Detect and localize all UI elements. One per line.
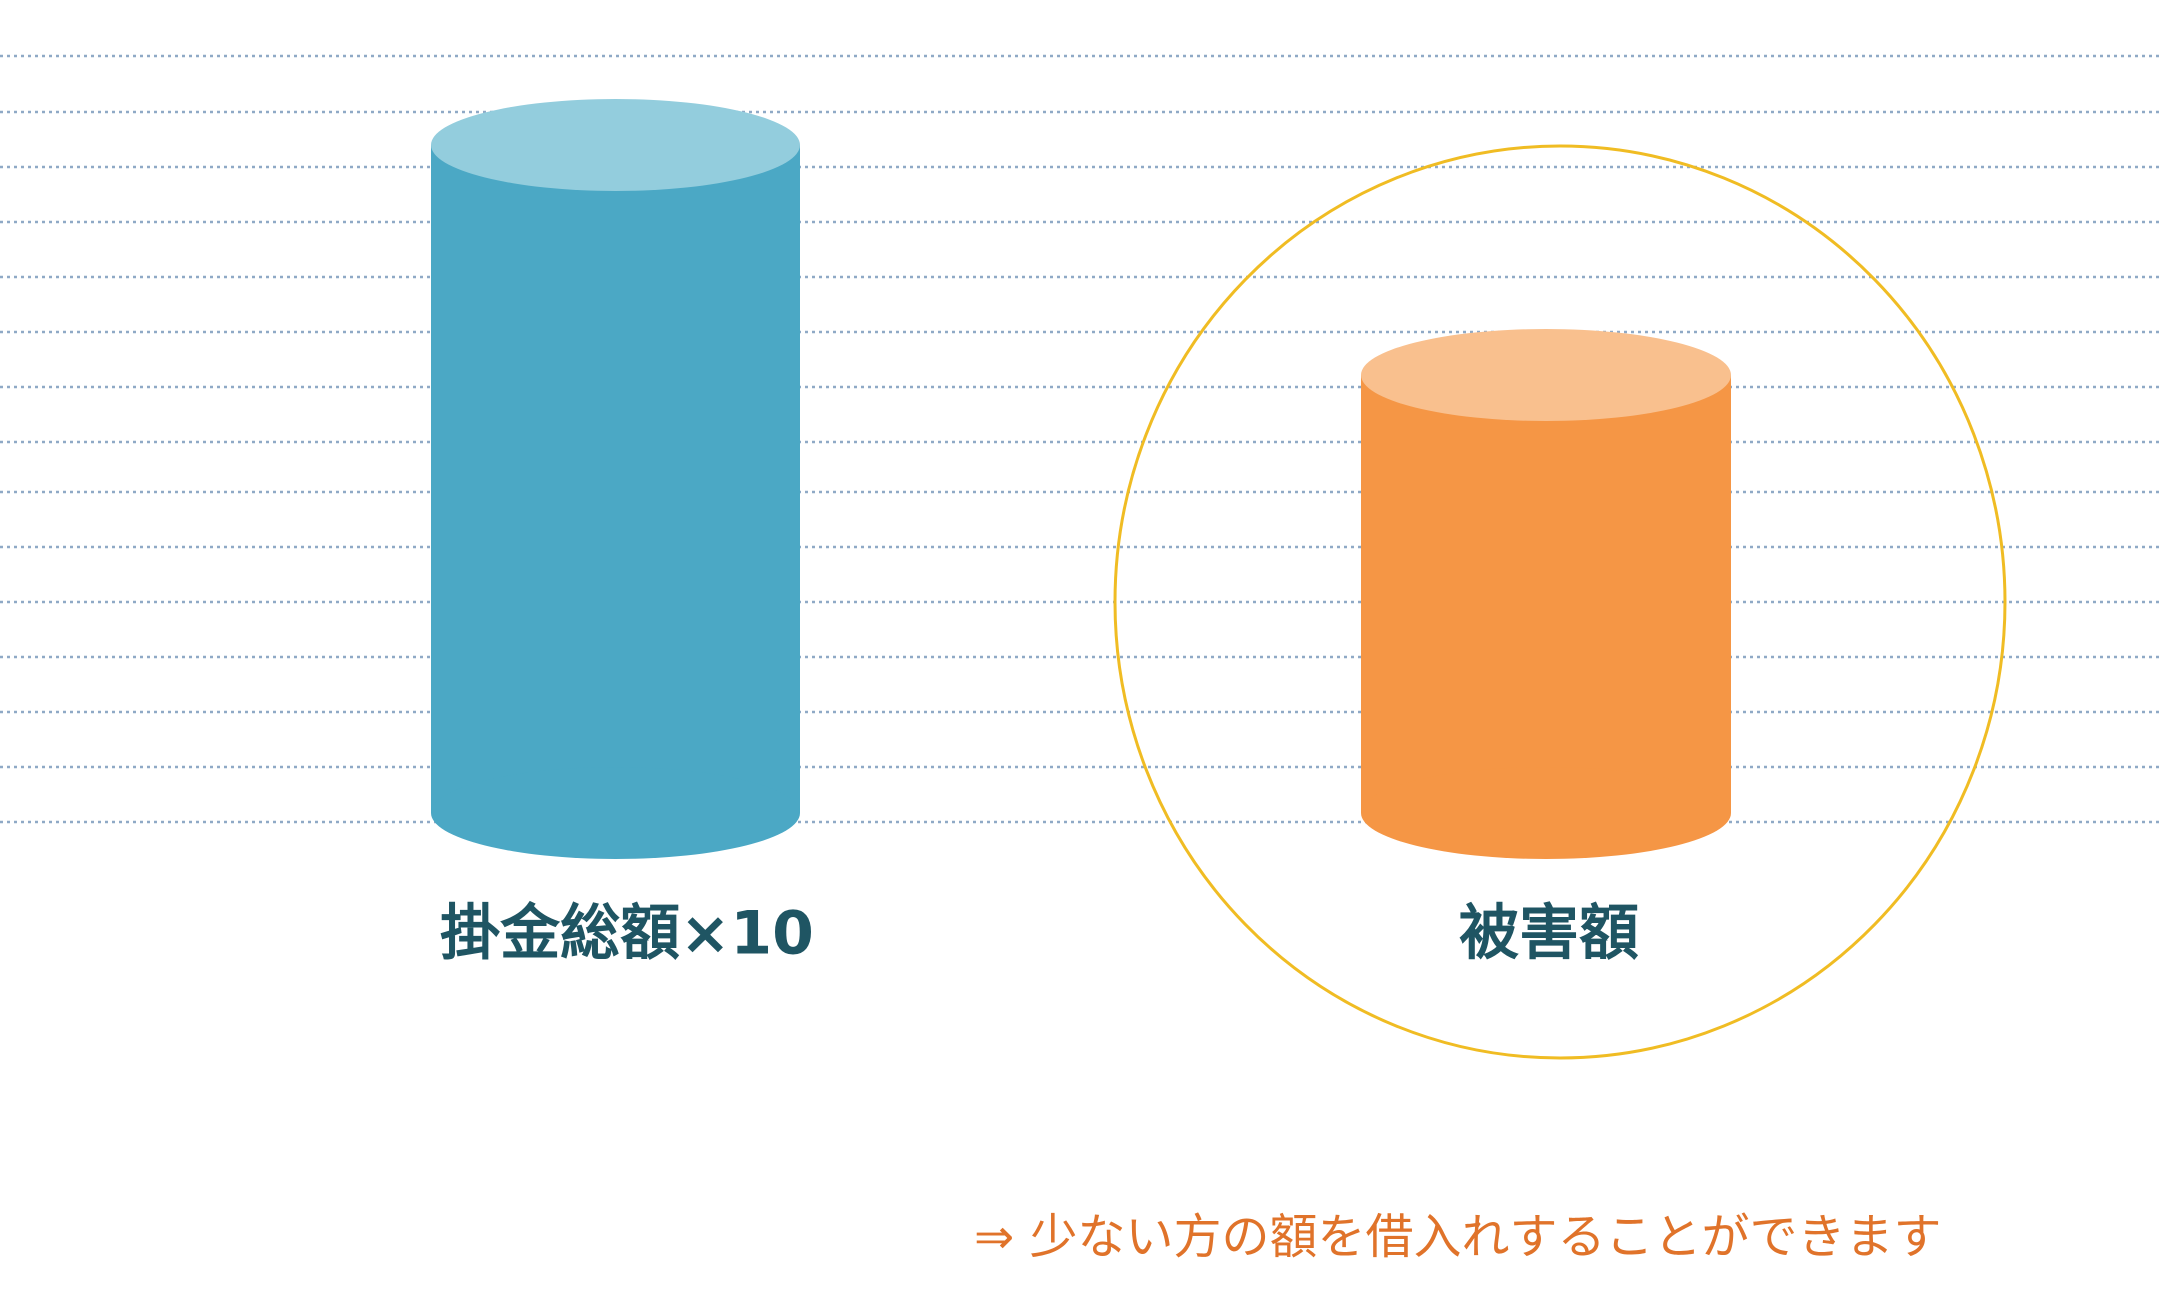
orange-cylinder — [1361, 329, 1731, 859]
dotted-lines — [0, 54, 2159, 824]
note: ⇒ 少ない方の額を借入れすることができます — [974, 1209, 1941, 1265]
highlight-circle — [1113, 144, 2007, 1060]
blue-cylinder — [431, 99, 800, 859]
cylinder-label: 被害額 — [1459, 899, 1639, 969]
cylinder-label: 掛金総額×10 — [440, 899, 814, 969]
